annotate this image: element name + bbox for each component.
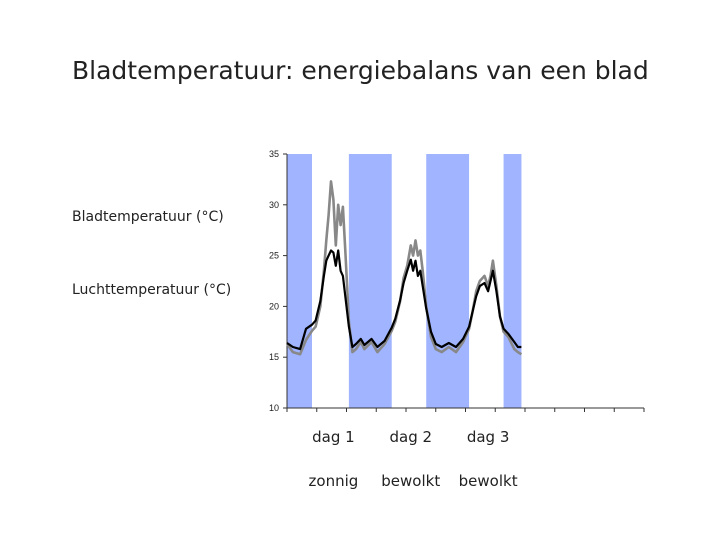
day-label-2: dag 2 bbox=[389, 428, 433, 446]
air-temperature-line bbox=[286, 249, 522, 351]
air-temperature-label: Luchttemperatuur (°C) bbox=[72, 282, 232, 298]
day-label-1: dag 1 bbox=[312, 428, 355, 446]
y-tick-label-25: 25 bbox=[269, 251, 279, 261]
night-band-1 bbox=[287, 154, 312, 408]
night-band-3 bbox=[426, 154, 470, 408]
weather-label-1: zonnig bbox=[308, 472, 359, 490]
y-tick-label-35: 35 bbox=[269, 149, 279, 159]
y-tick-label-15: 15 bbox=[269, 352, 279, 362]
y-tick-label-10: 10 bbox=[269, 403, 279, 413]
night-band-2 bbox=[348, 154, 392, 408]
weather-label-2: bewolkt bbox=[381, 472, 441, 490]
leaf-temperature-line bbox=[285, 180, 523, 356]
weather-label-3: bewolkt bbox=[458, 472, 518, 490]
page-title: Bladtemperatuur: energiebalans van een b… bbox=[72, 56, 649, 85]
night-bands bbox=[287, 154, 522, 408]
y-tick-label-20: 20 bbox=[269, 301, 279, 311]
series-lines bbox=[285, 180, 523, 356]
x-ticks bbox=[286, 408, 645, 412]
y-tick-label-30: 30 bbox=[269, 200, 279, 210]
plot-area: 10 15 20 25 30 35 bbox=[269, 149, 645, 413]
leaf-temperature-label: Bladtemperatuur (°C) bbox=[72, 209, 224, 225]
y-ticks: 10 15 20 25 30 35 bbox=[269, 149, 287, 413]
night-band-4 bbox=[503, 154, 522, 408]
day-label-3: dag 3 bbox=[466, 428, 510, 446]
